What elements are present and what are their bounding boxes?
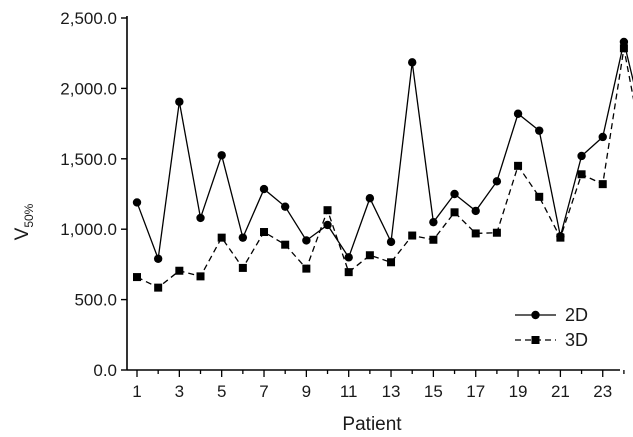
data-point-2d	[196, 213, 205, 223]
y-axis-title: V50%	[12, 203, 36, 240]
data-point-3d	[619, 44, 628, 53]
x-axis-title: Patient	[342, 414, 402, 435]
y-axis-title-main: V	[12, 227, 33, 240]
data-point-2d	[386, 237, 396, 247]
data-point-3d	[217, 233, 226, 242]
data-point-3d	[471, 229, 480, 238]
data-point-2d	[238, 233, 248, 242]
data-point-3d	[154, 283, 163, 292]
legend-entry-2d: 2D	[515, 305, 588, 325]
x-tick-label: 9	[302, 382, 311, 401]
y-tick-label: 0.0	[93, 361, 117, 380]
x-tick-label: 17	[466, 382, 485, 401]
data-point-2d	[619, 37, 629, 47]
data-point-3d	[450, 208, 459, 217]
data-point-2d	[302, 236, 311, 245]
data-point-2d	[344, 253, 353, 262]
data-point-2d	[217, 151, 226, 160]
series-line-3d	[136, 48, 633, 289]
y-tick-label: 1,500.0	[60, 150, 117, 169]
x-tick-label: 13	[382, 382, 401, 401]
data-point-2d	[471, 206, 480, 216]
legend-label-2d: 2D	[565, 305, 588, 325]
x-tick-label: 21	[551, 382, 570, 401]
data-point-3d	[535, 192, 544, 201]
y-tick-label: 2,500.0	[60, 9, 117, 28]
data-point-3d	[281, 240, 290, 249]
data-point-3d	[492, 228, 501, 237]
data-point-3d	[598, 180, 607, 189]
data-point-2d	[408, 58, 417, 67]
data-point-3d	[429, 235, 438, 244]
y-tick-label: 1,000.0	[60, 220, 117, 239]
x-tick-label: 5	[217, 382, 226, 401]
series-layer	[132, 37, 633, 292]
y-ticks: 0.0 500.0 1,000.0 1,500.0 2,000.0 2,500.0	[60, 9, 127, 380]
x-tick-label: 3	[175, 382, 184, 401]
data-point-3d	[238, 263, 247, 272]
x-tick-label: 7	[259, 382, 268, 401]
data-point-2d	[429, 217, 438, 227]
legend: 2D 3D	[515, 305, 588, 350]
series-line-2d	[136, 41, 633, 259]
legend-marker-2d	[531, 310, 540, 320]
data-point-3d	[408, 231, 417, 240]
y-tick-label: 2,000.0	[60, 79, 117, 98]
data-point-2d	[535, 126, 544, 135]
data-point-2d	[577, 151, 586, 161]
y-tick-label: 500.0	[74, 291, 117, 310]
data-point-3d	[260, 228, 269, 237]
data-point-3d	[302, 264, 311, 273]
data-point-3d	[556, 233, 565, 242]
data-point-2d	[513, 109, 523, 118]
legend-label-3d: 3D	[565, 330, 588, 350]
legend-entry-3d: 3D	[515, 330, 588, 350]
data-point-2d	[132, 198, 142, 207]
x-tick-label: 11	[340, 382, 358, 401]
legend-marker-3d	[531, 336, 540, 344]
data-point-3d	[175, 266, 184, 275]
data-point-2d	[280, 202, 290, 211]
data-point-2d	[450, 189, 459, 199]
data-point-3d	[577, 170, 586, 179]
axes	[126, 16, 620, 371]
data-point-2d	[259, 184, 269, 194]
data-point-2d	[598, 132, 607, 142]
data-point-2d	[153, 254, 163, 263]
x-ticks: 135791113151719212325	[132, 370, 625, 401]
data-point-3d	[514, 161, 523, 170]
data-point-3d	[196, 272, 205, 281]
data-point-3d	[133, 273, 141, 282]
data-point-3d	[365, 251, 374, 260]
data-point-2d	[175, 97, 184, 106]
x-tick-label: 19	[509, 382, 528, 401]
x-tick-label: 15	[424, 382, 443, 401]
data-point-2d	[365, 194, 375, 203]
data-point-3d	[387, 258, 396, 267]
x-tick-label: 23	[593, 382, 612, 401]
data-point-3d	[344, 268, 353, 277]
y-axis-title-subscript: 50%	[22, 203, 36, 227]
data-point-2d	[492, 177, 502, 186]
data-point-2d	[323, 220, 332, 230]
data-point-3d	[323, 206, 332, 215]
x-tick-label: 1	[132, 382, 141, 401]
